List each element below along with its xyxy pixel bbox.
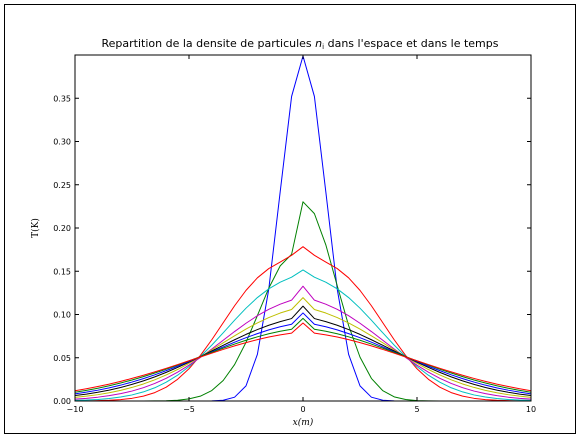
series-line-10 — [74, 322, 532, 392]
x-ticks: −10 −5 0 5 10 — [67, 55, 536, 414]
series-line-5 — [74, 285, 532, 400]
y-tick-label: 0.35 — [53, 94, 71, 103]
series-line-6 — [74, 297, 532, 398]
x-tick-label: −10 — [67, 405, 84, 414]
y-tick-label: 0.00 — [53, 397, 71, 406]
x-tick-label: 0 — [300, 405, 305, 414]
series-line-7 — [74, 305, 532, 397]
x-tick-label: 5 — [414, 405, 419, 414]
y-tick-label: 0.25 — [53, 181, 71, 190]
series-line-1 — [75, 55, 531, 402]
x-tick-label: 10 — [526, 405, 536, 414]
y-axis-label: T(K) — [30, 218, 41, 238]
plot-axes — [74, 54, 532, 402]
y-tick-label: 0.10 — [53, 311, 71, 320]
plot-lines — [74, 55, 532, 402]
chart-title: Repartition de la densite de particules … — [102, 37, 499, 51]
series-line-9 — [74, 317, 532, 393]
series-line-2 — [75, 201, 531, 402]
y-tick-label: 0.30 — [53, 138, 71, 147]
y-ticks: 0.00 0.05 0.10 0.15 0.20 0.25 0.30 0.35 — [53, 94, 531, 406]
x-axis-label: x(m) — [293, 417, 314, 428]
x-tick-label: −5 — [183, 405, 195, 414]
series-line-4 — [74, 269, 532, 401]
y-tick-label: 0.15 — [53, 267, 71, 276]
series-line-8 — [74, 312, 532, 395]
y-tick-label: 0.05 — [53, 354, 71, 363]
series-line-3 — [74, 246, 532, 402]
y-tick-label: 0.20 — [53, 224, 71, 233]
figure-frame — [4, 4, 576, 434]
